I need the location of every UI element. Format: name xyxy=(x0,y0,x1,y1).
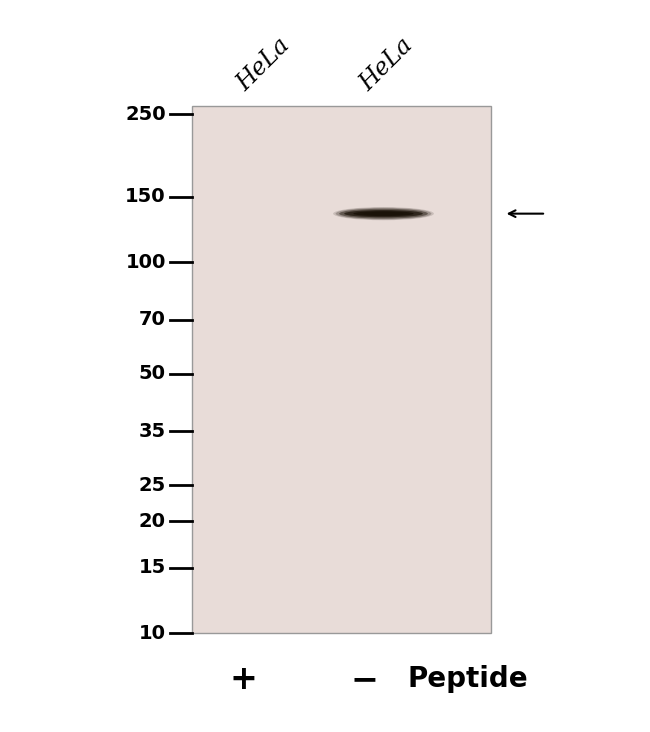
Text: Peptide: Peptide xyxy=(408,665,528,693)
Ellipse shape xyxy=(363,212,404,215)
Text: HeLa: HeLa xyxy=(356,33,418,95)
Text: 150: 150 xyxy=(125,187,166,206)
Text: 100: 100 xyxy=(125,253,166,272)
Ellipse shape xyxy=(339,209,428,219)
Ellipse shape xyxy=(335,208,432,220)
Text: HeLa: HeLa xyxy=(232,33,294,95)
Text: 25: 25 xyxy=(138,476,166,495)
Text: 15: 15 xyxy=(138,559,166,578)
Text: 70: 70 xyxy=(139,310,166,329)
Ellipse shape xyxy=(333,207,434,220)
Ellipse shape xyxy=(354,211,414,216)
Text: 50: 50 xyxy=(138,365,166,384)
Text: +: + xyxy=(230,662,257,696)
Text: 35: 35 xyxy=(138,422,166,441)
Text: 10: 10 xyxy=(138,624,166,643)
Text: −: − xyxy=(350,662,378,696)
Text: 20: 20 xyxy=(138,512,166,531)
Text: 250: 250 xyxy=(125,105,166,124)
Bar xyxy=(192,106,491,633)
Ellipse shape xyxy=(344,210,422,217)
